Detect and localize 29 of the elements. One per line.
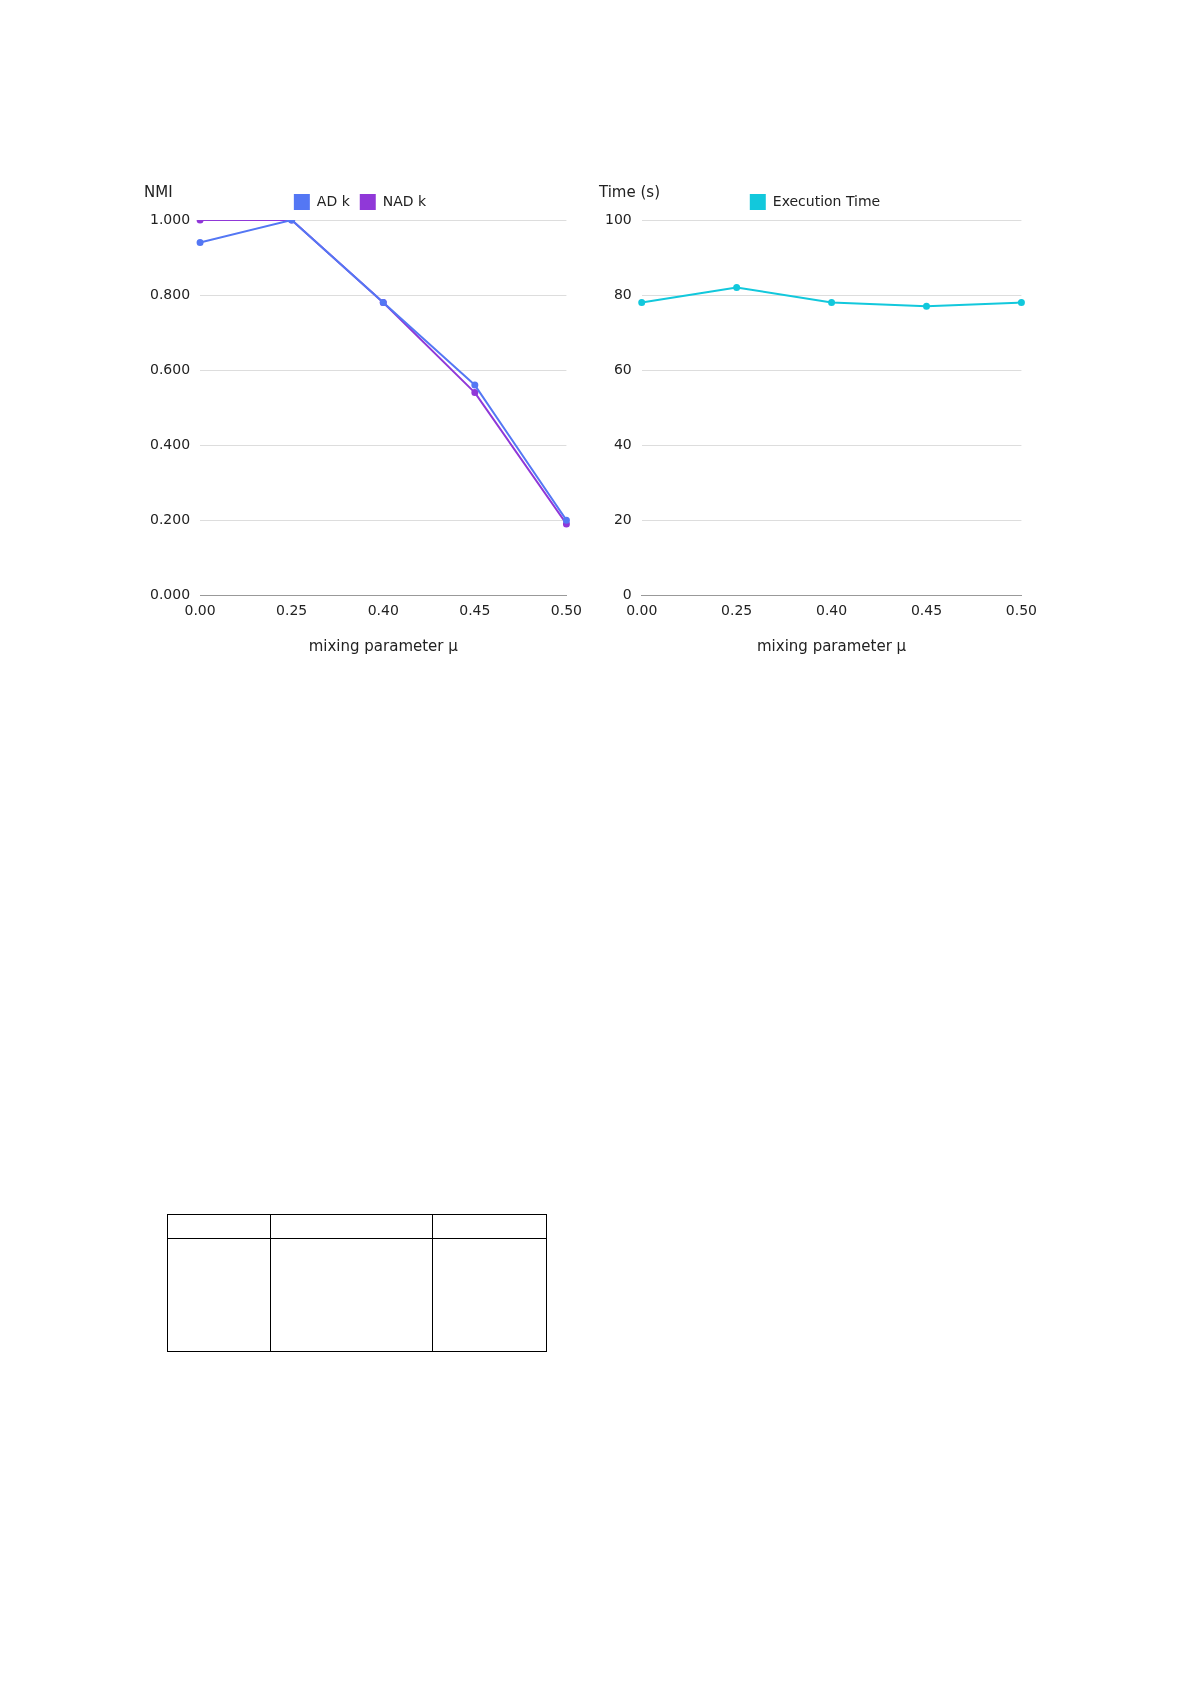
x-tick-label: 0.25 [721, 602, 753, 619]
y-tick-label: 80 [613, 285, 632, 302]
x-axis-title: mixing parameter μ [757, 636, 907, 655]
legend-label: AD k [316, 192, 351, 209]
y-axis-title: NMI [144, 183, 173, 202]
y-tick-label: 0.400 [149, 435, 191, 452]
x-tick-label: 0.45 [459, 602, 491, 619]
x-tick-label: 0.00 [184, 602, 216, 619]
legend-label: NAD k [382, 192, 428, 209]
y-tick-label: 20 [613, 510, 632, 527]
y-tick-label: 100 [604, 210, 632, 227]
y-tick-label: 0.200 [149, 510, 191, 527]
y-tick-label: 0.800 [149, 285, 191, 302]
y-tick-label: 0.000 [149, 585, 191, 602]
x-tick-label: 0.25 [276, 602, 308, 619]
y-tick-label: 60 [613, 360, 632, 377]
y-tick-label: 0 [622, 585, 632, 602]
x-tick-label: 0.40 [367, 602, 399, 619]
legend-label: Execution Time [772, 192, 881, 209]
x-tick-label: 0.00 [626, 602, 658, 619]
x-axis-title: mixing parameter μ [308, 636, 459, 655]
x-tick-label: 0.40 [815, 602, 848, 619]
y-tick-label: 1.000 [149, 210, 191, 227]
y-axis-title: Time (s) [598, 183, 660, 202]
x-tick-label: 0.50 [550, 602, 582, 619]
x-tick-label: 0.50 [1005, 602, 1037, 619]
y-tick-label: 40 [613, 435, 632, 452]
x-tick-label: 0.45 [910, 602, 943, 619]
y-tick-label: 0.600 [149, 360, 191, 377]
